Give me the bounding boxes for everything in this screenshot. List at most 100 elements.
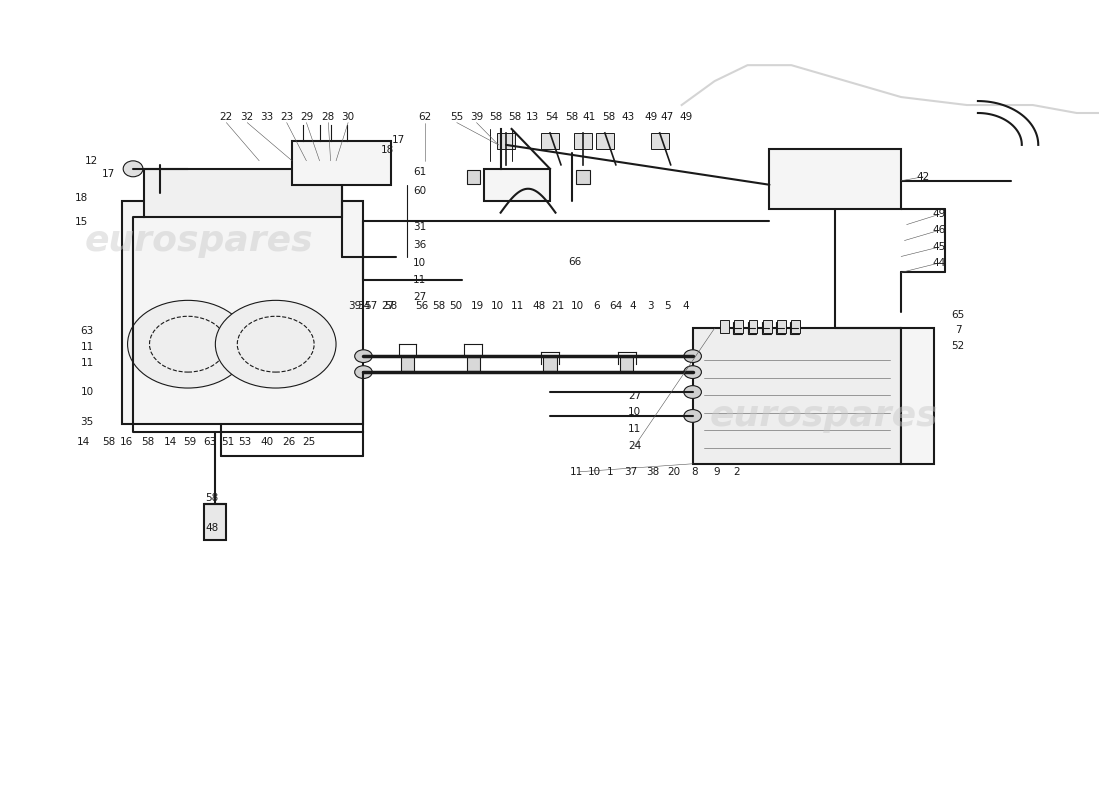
- Text: eurospares: eurospares: [85, 223, 313, 258]
- Text: 18: 18: [75, 193, 88, 202]
- Circle shape: [684, 350, 702, 362]
- Text: 60: 60: [412, 186, 426, 196]
- Text: 58: 58: [432, 301, 446, 311]
- Bar: [749, 320, 758, 333]
- Text: 28: 28: [321, 112, 336, 122]
- Circle shape: [684, 366, 702, 378]
- Bar: [400, 357, 414, 371]
- Bar: [762, 322, 770, 334]
- Text: 2: 2: [734, 466, 740, 477]
- Bar: [776, 322, 784, 334]
- Text: 11: 11: [412, 274, 426, 285]
- Text: 40: 40: [261, 438, 274, 447]
- Text: 58: 58: [384, 301, 397, 311]
- Text: 58: 58: [206, 493, 219, 503]
- Text: 30: 30: [341, 112, 354, 122]
- Text: 39: 39: [470, 112, 483, 122]
- Text: 51: 51: [221, 438, 234, 447]
- Ellipse shape: [123, 161, 143, 177]
- Text: 62: 62: [418, 112, 431, 122]
- Text: 27: 27: [412, 292, 426, 302]
- Text: 8: 8: [692, 466, 698, 477]
- Bar: [576, 170, 590, 184]
- Text: 61: 61: [412, 167, 426, 177]
- Text: 58: 58: [102, 438, 116, 447]
- Bar: [651, 133, 669, 149]
- Circle shape: [216, 300, 336, 388]
- Bar: [720, 320, 729, 333]
- Text: 5: 5: [664, 301, 671, 311]
- Text: 18: 18: [381, 146, 394, 155]
- Text: 15: 15: [75, 218, 88, 227]
- Text: 53: 53: [239, 438, 252, 447]
- Bar: [790, 322, 799, 334]
- Text: 12: 12: [85, 156, 98, 166]
- Text: 11: 11: [510, 301, 524, 311]
- Bar: [769, 149, 901, 209]
- Text: 27: 27: [628, 391, 641, 401]
- Text: 21: 21: [551, 301, 564, 311]
- Text: 14: 14: [164, 438, 177, 447]
- Text: 10: 10: [80, 387, 94, 397]
- Text: 27: 27: [381, 301, 394, 311]
- Bar: [777, 320, 785, 333]
- Text: 42: 42: [916, 172, 930, 182]
- Text: 39: 39: [348, 301, 361, 311]
- Text: 43: 43: [621, 112, 635, 122]
- Text: 3: 3: [648, 301, 654, 311]
- Bar: [497, 133, 515, 149]
- Text: 10: 10: [587, 466, 601, 477]
- Text: 26: 26: [283, 438, 296, 447]
- Text: 58: 58: [508, 112, 521, 122]
- Text: 47: 47: [661, 112, 674, 122]
- Text: 10: 10: [491, 301, 504, 311]
- Text: 20: 20: [668, 466, 681, 477]
- Text: 55: 55: [450, 112, 463, 122]
- Text: 14: 14: [77, 438, 90, 447]
- Bar: [543, 357, 557, 371]
- Bar: [901, 328, 934, 464]
- Bar: [466, 357, 480, 371]
- Text: 11: 11: [570, 466, 583, 477]
- Text: 45: 45: [933, 242, 946, 252]
- Text: 4: 4: [629, 301, 636, 311]
- Text: 10: 10: [571, 301, 584, 311]
- Text: 24: 24: [628, 442, 641, 451]
- Text: 1: 1: [607, 466, 614, 477]
- Text: 11: 11: [628, 425, 641, 434]
- Circle shape: [684, 386, 702, 398]
- Text: 41: 41: [583, 112, 596, 122]
- Text: 17: 17: [102, 169, 116, 178]
- Bar: [620, 357, 634, 371]
- Text: 13: 13: [526, 112, 539, 122]
- Text: 31: 31: [412, 222, 426, 232]
- Text: 54: 54: [546, 112, 559, 122]
- Bar: [596, 133, 614, 149]
- Text: 22: 22: [220, 112, 233, 122]
- Text: 34: 34: [356, 301, 370, 311]
- Text: 52: 52: [952, 341, 965, 350]
- Text: 10: 10: [412, 258, 426, 268]
- Bar: [293, 141, 390, 185]
- Text: 58: 58: [490, 112, 503, 122]
- Text: 58: 58: [141, 438, 154, 447]
- Text: 37: 37: [625, 466, 638, 477]
- Text: 58: 58: [565, 112, 579, 122]
- Text: 32: 32: [241, 112, 254, 122]
- Bar: [693, 328, 901, 464]
- Text: 25: 25: [302, 438, 316, 447]
- Text: 33: 33: [261, 112, 274, 122]
- Bar: [122, 201, 363, 424]
- Circle shape: [354, 350, 372, 362]
- Text: 48: 48: [206, 522, 219, 533]
- Text: 49: 49: [645, 112, 658, 122]
- Text: 46: 46: [933, 225, 946, 235]
- Text: 65: 65: [952, 310, 965, 320]
- Text: 9: 9: [714, 466, 720, 477]
- Text: 56: 56: [415, 301, 428, 311]
- Text: 50: 50: [449, 301, 462, 311]
- Text: 49: 49: [680, 112, 693, 122]
- Bar: [144, 169, 341, 217]
- Bar: [735, 320, 744, 333]
- Text: 36: 36: [412, 239, 426, 250]
